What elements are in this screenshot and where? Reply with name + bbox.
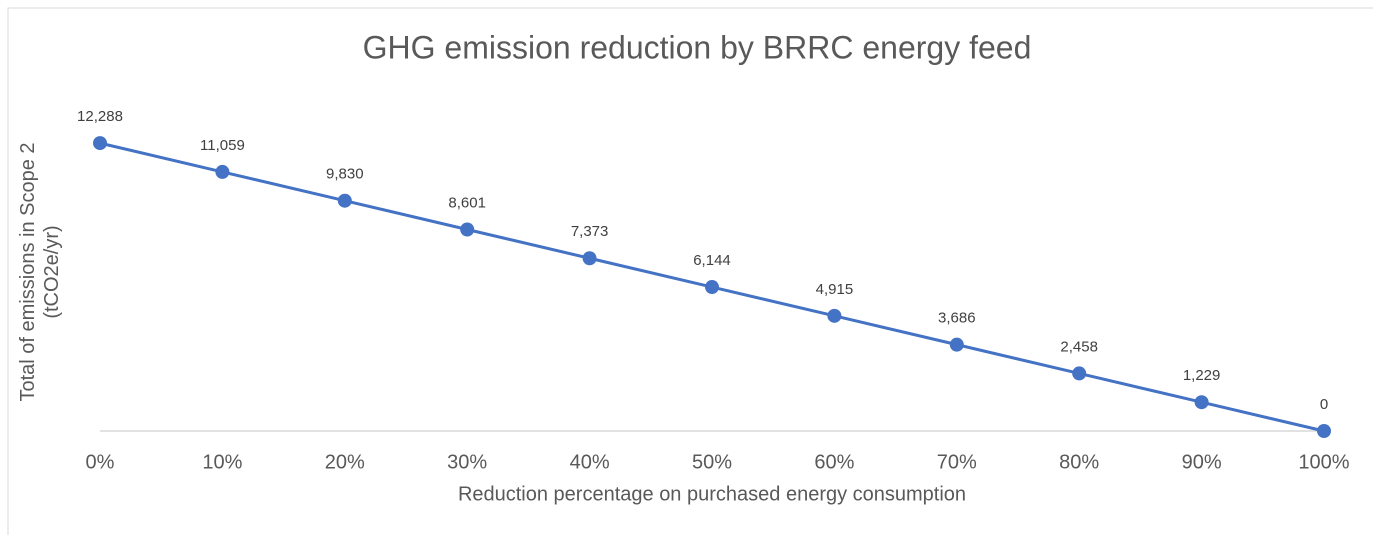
x-axis-label: Reduction percentage on purchased energy… — [458, 483, 966, 505]
x-tick-label: 20% — [325, 451, 365, 473]
data-point — [949, 337, 964, 352]
y-axis-label: Total of emissions in Scope 2 (tCO2e/yr) — [17, 142, 63, 402]
data-point — [460, 222, 475, 237]
chart-frame — [7, 7, 1373, 535]
data-point — [93, 136, 107, 151]
data-label: 8,601 — [448, 194, 486, 211]
x-tick-label: 60% — [814, 451, 854, 473]
x-tick-label: 70% — [937, 451, 977, 473]
data-point — [337, 193, 352, 208]
data-label: 7,373 — [571, 223, 609, 240]
data-label: 11,059 — [200, 137, 245, 154]
data-point — [705, 280, 719, 295]
data-label: 4,915 — [816, 281, 854, 298]
data-point — [1317, 424, 1331, 438]
x-tick-label: 90% — [1182, 451, 1222, 473]
data-point — [582, 251, 597, 266]
x-tick-label: 100% — [1298, 451, 1349, 473]
x-tick-label: 30% — [447, 451, 487, 473]
x-tick-label: 10% — [202, 451, 242, 473]
x-tick-label: 80% — [1059, 451, 1099, 473]
data-point — [1194, 395, 1209, 410]
data-label: 3,686 — [938, 310, 976, 327]
data-label: 1,229 — [1183, 367, 1221, 384]
data-label: 12,288 — [77, 108, 123, 125]
x-tick-label: 50% — [692, 451, 732, 473]
data-label: 9,830 — [326, 166, 364, 183]
data-point — [827, 308, 842, 323]
data-label: 6,144 — [693, 252, 731, 269]
data-point — [1072, 366, 1087, 381]
chart-title: GHG emission reduction by BRRC energy fe… — [363, 29, 1032, 65]
data-label: 0 — [1320, 396, 1328, 413]
x-tick-label: 40% — [570, 451, 610, 473]
data-label: 2,458 — [1060, 338, 1098, 355]
x-tick-label: 0% — [86, 451, 115, 473]
data-point — [215, 164, 230, 179]
